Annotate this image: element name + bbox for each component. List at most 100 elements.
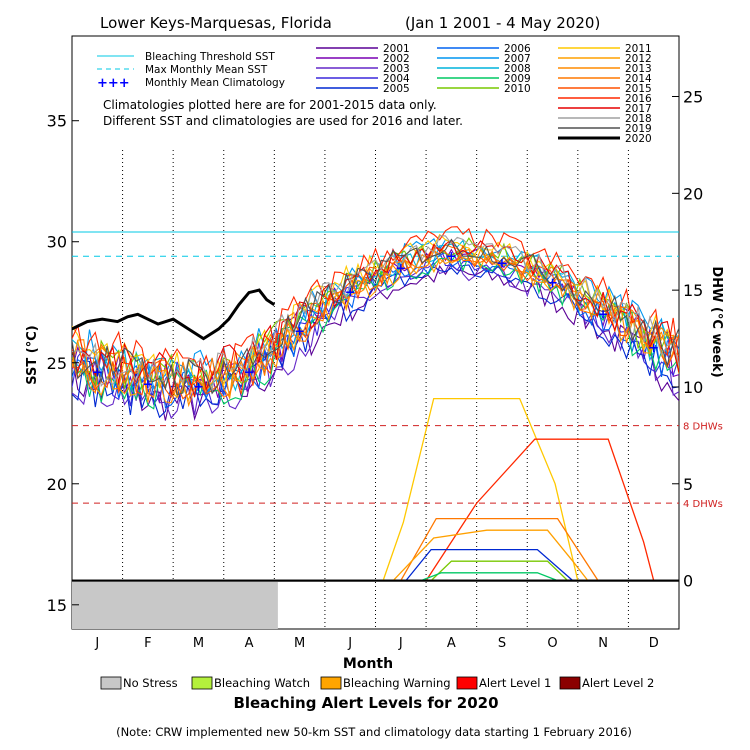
left-axis: 15 20 25 30 35 bbox=[47, 112, 79, 615]
sst-series bbox=[72, 226, 679, 422]
climatology-point: + bbox=[92, 365, 103, 380]
dhw-reference-label: 4 DHWs bbox=[683, 499, 723, 510]
climatology-point: + bbox=[648, 341, 659, 356]
sst-line-2015 bbox=[72, 244, 679, 400]
footer-note: (Note: CRW implemented new 50-km SST and… bbox=[116, 725, 632, 739]
x-axis-label: Month bbox=[343, 656, 393, 672]
y-right-tick-label: 20 bbox=[683, 184, 703, 203]
year-legend-label: 2003 bbox=[383, 63, 410, 75]
alert-swatch bbox=[456, 676, 478, 690]
year-legend-label: 2015 bbox=[625, 83, 652, 95]
alert-swatch bbox=[191, 676, 213, 690]
legend-climatology-marker: +++ bbox=[97, 76, 130, 91]
y-right-tick-label: 25 bbox=[683, 88, 703, 107]
dhw-curve bbox=[420, 572, 558, 582]
year-legend-label: 2005 bbox=[383, 83, 410, 95]
climatology-point: + bbox=[294, 324, 305, 339]
climatology-point: + bbox=[598, 307, 609, 322]
alert-level-legend: No Stress Bleaching Watch Bleaching Warnin… bbox=[100, 676, 654, 690]
note-line-2: Different SST and climatologies are used… bbox=[103, 114, 463, 128]
y-left-tick-label: 25 bbox=[47, 354, 67, 373]
x-tick-label: M bbox=[193, 636, 204, 651]
climatology-markers: + + + + + + + + + + + + bbox=[92, 249, 659, 395]
chart-title-range: (Jan 1 2001 - 4 May 2020) bbox=[405, 14, 600, 32]
x-tick-label: O bbox=[547, 636, 557, 651]
x-tick-label: J bbox=[347, 636, 352, 651]
y-left-tick-label: 35 bbox=[47, 112, 67, 131]
y-right-tick-label: 0 bbox=[683, 572, 693, 591]
alert-level-label: Bleaching Warning bbox=[343, 676, 451, 690]
year-legend-label: 2016 bbox=[625, 93, 652, 105]
line-legend: Bleaching Threshold SST Max Monthly Mean… bbox=[97, 51, 285, 91]
y-left-tick-label: 30 bbox=[47, 233, 67, 252]
year-legend-label: 2017 bbox=[625, 103, 652, 115]
climatology-point: + bbox=[193, 380, 204, 395]
x-tick-label: N bbox=[598, 636, 608, 651]
y-left-tick-label: 20 bbox=[47, 475, 67, 494]
legend-mmm-label: Max Monthly Mean SST bbox=[145, 64, 268, 76]
alert-level-label: Bleaching Watch bbox=[214, 676, 310, 690]
y-right-tick-label: 5 bbox=[683, 475, 693, 494]
legend-climatology-label: Monthly Mean Climatology bbox=[145, 77, 285, 89]
climatology-point: + bbox=[244, 365, 255, 380]
climatology-point: + bbox=[345, 286, 356, 301]
x-tick-label: M bbox=[294, 636, 305, 651]
year-legend-label: 2012 bbox=[625, 53, 652, 65]
climatology-point: + bbox=[446, 249, 457, 264]
year-legend-label: 2004 bbox=[383, 73, 410, 85]
year-legend-label: 2009 bbox=[504, 73, 531, 85]
x-tick-label: F bbox=[144, 636, 151, 651]
dhw-curve bbox=[425, 438, 655, 581]
year-legend-label: 2018 bbox=[625, 113, 652, 125]
sst-line-2016 bbox=[72, 226, 679, 378]
alert-level-label: No Stress bbox=[123, 676, 178, 690]
climatology-point: + bbox=[395, 261, 406, 276]
x-tick-label: A bbox=[447, 636, 456, 651]
y-right-tick-label: 15 bbox=[683, 281, 703, 300]
sst-line-2017 bbox=[72, 239, 679, 398]
dhw-curve bbox=[400, 517, 599, 581]
no-stress-fill bbox=[72, 580, 278, 629]
year-legend-label: 2001 bbox=[383, 43, 410, 55]
dhw-curve bbox=[430, 560, 569, 582]
climatology-point: + bbox=[142, 378, 153, 393]
climatology-point: + bbox=[547, 276, 558, 291]
year-legend-label: 2011 bbox=[625, 43, 652, 55]
x-tick-label: S bbox=[498, 636, 506, 651]
legend-threshold-label: Bleaching Threshold SST bbox=[145, 51, 275, 63]
year-legend-label: 2019 bbox=[625, 123, 652, 135]
x-tick-label: J bbox=[398, 636, 403, 651]
dhw-reference-label: 8 DHWs bbox=[683, 422, 723, 433]
alert-swatch bbox=[320, 676, 342, 690]
alert-level-label: Alert Level 2 bbox=[582, 676, 654, 690]
y-left-tick-label: 15 bbox=[47, 596, 67, 615]
year-legend-label: 2002 bbox=[383, 53, 410, 65]
chart-title-site: Lower Keys-Marquesas, Florida bbox=[100, 14, 332, 32]
y-axis-right-label: DHW (°C week) bbox=[709, 266, 724, 377]
year-legend-label: 2014 bbox=[625, 73, 652, 85]
year-legend-label: 2006 bbox=[504, 43, 531, 55]
year-legend-label: 2010 bbox=[504, 83, 531, 95]
dhw-curve bbox=[382, 397, 579, 581]
note-line-1: Climatologies plotted here are for 2001-… bbox=[103, 98, 437, 112]
dhw-curve bbox=[405, 548, 574, 582]
sst-line-2019 bbox=[72, 238, 679, 396]
sst-line-2020 bbox=[72, 288, 276, 341]
climatology-point: + bbox=[497, 257, 508, 272]
year-legend-label: 2013 bbox=[625, 63, 652, 75]
x-tick-label: J bbox=[94, 636, 99, 651]
no-stress-bar bbox=[72, 579, 679, 629]
right-axis: 0 5 10 15 20 25 bbox=[672, 88, 703, 591]
year-legend-label: 2007 bbox=[504, 53, 531, 65]
dhw-curves bbox=[382, 397, 655, 582]
alert-swatch bbox=[559, 676, 581, 690]
y-axis-left-label: SST (°C) bbox=[25, 325, 40, 384]
x-tick-label: D bbox=[649, 636, 659, 651]
alert-legend-title: Bleaching Alert Levels for 2020 bbox=[233, 694, 498, 712]
x-tick-label: A bbox=[245, 636, 254, 651]
year-legend-label: 2008 bbox=[504, 63, 531, 75]
y-right-tick-label: 10 bbox=[683, 378, 703, 397]
